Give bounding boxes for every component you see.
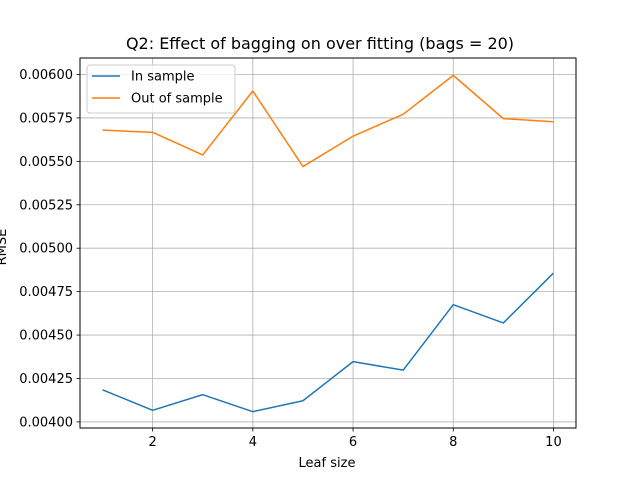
x-axis-label: Leaf size — [299, 456, 356, 471]
x-tick-label: 4 — [249, 435, 257, 450]
legend: In sample Out of sample — [86, 64, 236, 114]
chart-title: Q2: Effect of bagging on over fitting (b… — [126, 34, 514, 53]
y-tick-label: 0.00400 — [19, 415, 73, 430]
y-tick-label: 0.00600 — [19, 68, 73, 83]
x-tick-label: 6 — [349, 435, 357, 450]
legend-box — [86, 64, 236, 114]
grid — [80, 58, 576, 428]
y-tick-label: 0.00575 — [19, 111, 73, 126]
axis-ticks: 2 4 6 8 10 0.00400 0.00425 0.00450 0.00475 0.0050… — [19, 68, 561, 450]
y-tick-label: 0.00475 — [19, 285, 73, 300]
x-tick-label: 8 — [449, 435, 457, 450]
x-tick-label: 10 — [545, 435, 562, 450]
plot-frame — [79, 57, 577, 429]
x-tick-label: 2 — [149, 435, 157, 450]
y-tick-label: 0.00425 — [19, 372, 73, 387]
y-axis-label: RMSE — [0, 229, 10, 266]
plot-lines — [102, 74, 554, 413]
series-line-in-sample — [102, 272, 554, 413]
y-tick-label: 0.00550 — [19, 155, 73, 170]
y-tick-label: 0.00525 — [19, 198, 73, 213]
legend-label-out-of-sample: Out of sample — [131, 92, 223, 107]
y-tick-label: 0.00500 — [19, 242, 73, 257]
y-tick-label: 0.00450 — [19, 329, 73, 344]
legend-label-in-sample: In sample — [131, 70, 194, 85]
series-line-out-of-sample — [102, 74, 554, 168]
